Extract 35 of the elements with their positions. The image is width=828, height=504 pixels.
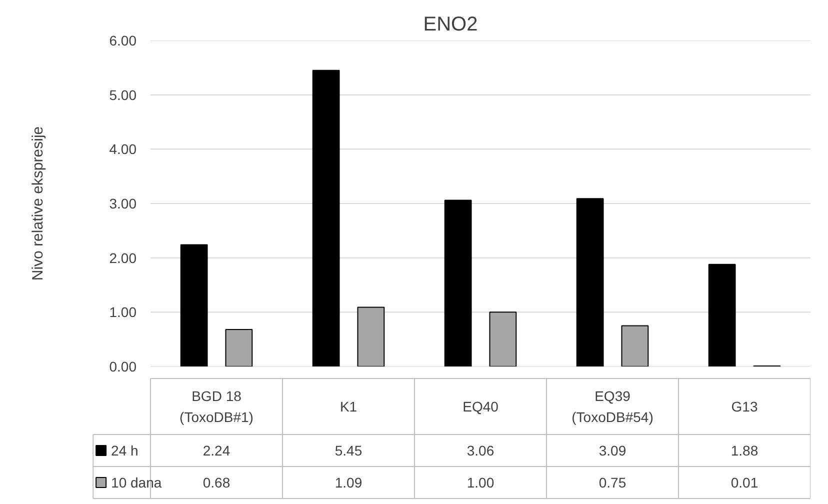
data-label: 5.45: [334, 442, 362, 458]
data-label: 0.75: [598, 474, 626, 490]
y-tick-label: 0.00: [109, 358, 137, 374]
y-axis-title: Nivo relative ekspresije: [29, 126, 46, 281]
y-tick-label: 1.00: [109, 304, 137, 320]
bar: [180, 244, 208, 366]
data-label: 1.09: [334, 474, 362, 490]
bar: [225, 329, 253, 366]
data-label: 1.00: [466, 474, 494, 490]
bar: [444, 200, 472, 366]
chart-title: ENO2: [423, 14, 478, 36]
bar: [312, 70, 340, 366]
bar: [357, 306, 385, 366]
x-tick-label: EQ39 (ToxoDB#54): [572, 388, 654, 425]
y-tick-label: 2.00: [109, 250, 137, 266]
data-label: 3.06: [466, 442, 494, 458]
data-label: 0.68: [202, 474, 230, 490]
bar: [621, 325, 649, 366]
bar: [576, 198, 604, 366]
x-tick-label: EQ40: [462, 398, 499, 414]
y-tick-label: 5.00: [109, 86, 137, 103]
x-tick-label: BGD 18 (ToxoDB#1): [180, 388, 254, 425]
bar: [708, 264, 736, 366]
data-label: 2.24: [202, 442, 230, 458]
x-tick-label: K1: [340, 398, 358, 414]
y-tick-label: 4.00: [109, 141, 137, 158]
data-label: 0.01: [730, 474, 758, 490]
legend-label: 10 dana: [111, 474, 162, 490]
y-tick-label: 6.00: [109, 32, 137, 48]
y-tick-label: 3.00: [109, 196, 137, 212]
legend-label: 24 h: [111, 442, 138, 458]
bar: [489, 312, 517, 366]
data-label: 1.88: [730, 442, 758, 458]
x-tick-label: G13: [731, 398, 758, 414]
data-label: 3.09: [598, 442, 626, 458]
